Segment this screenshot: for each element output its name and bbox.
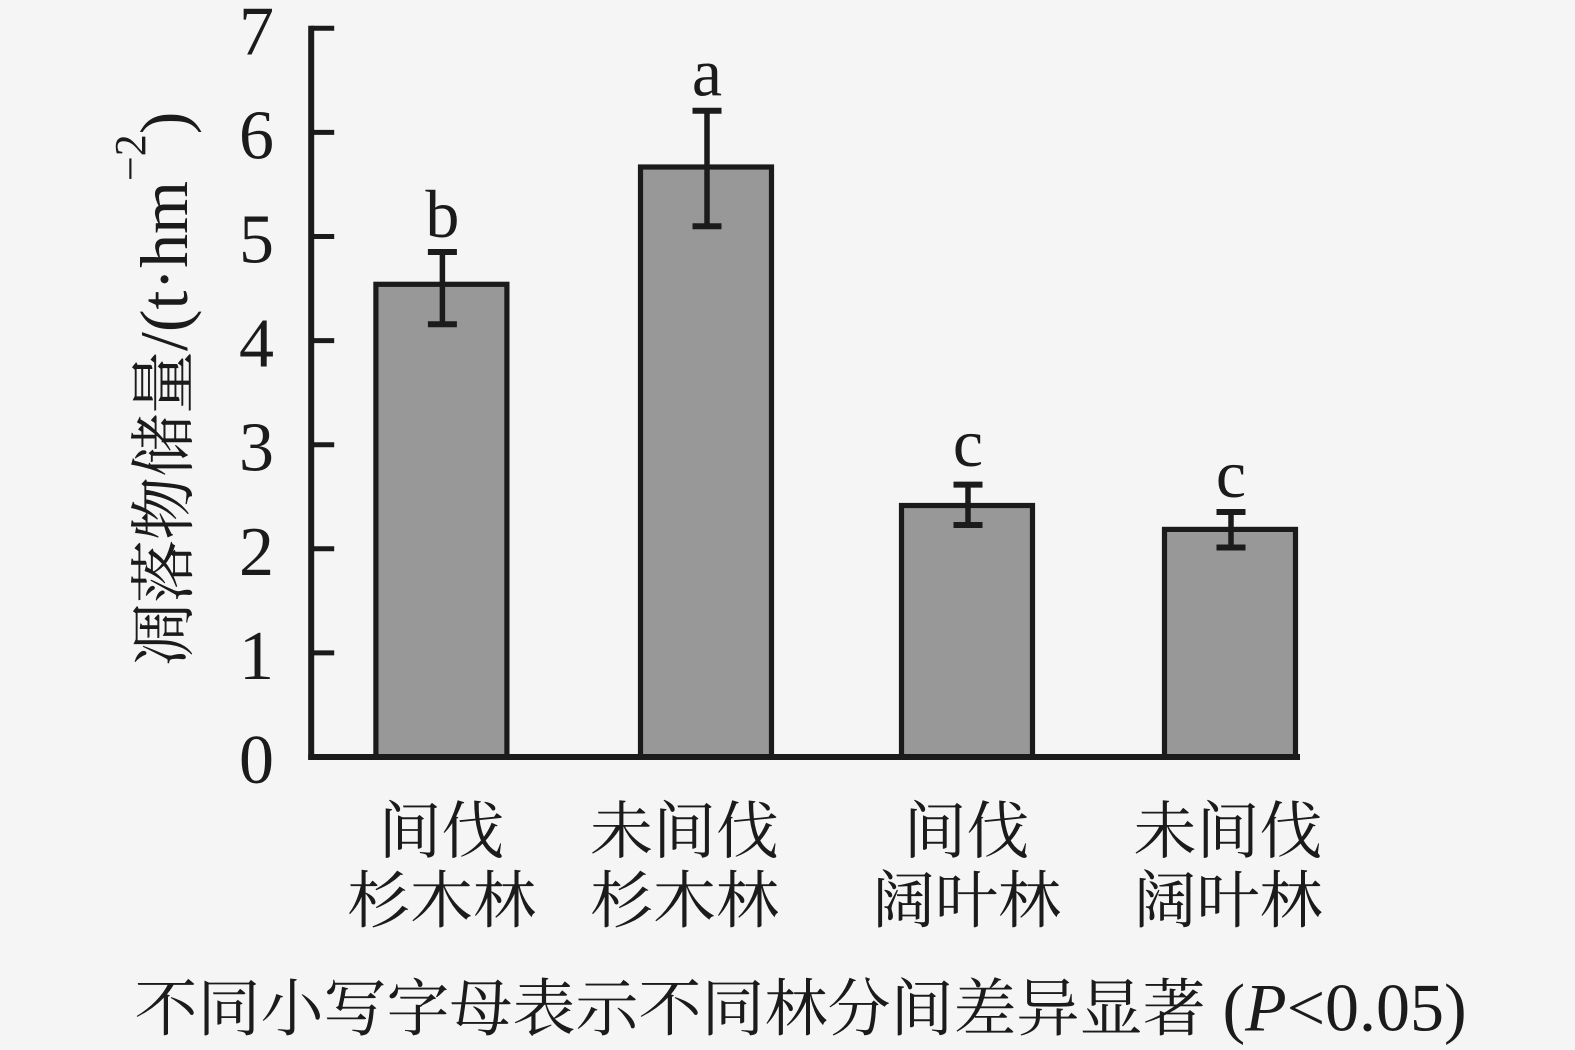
svg-text:(P<0.05): (P<0.05) bbox=[1223, 970, 1467, 1046]
svg-text:5: 5 bbox=[239, 202, 274, 279]
svg-text:c: c bbox=[953, 405, 983, 481]
svg-text:0: 0 bbox=[239, 722, 274, 799]
svg-text:7: 7 bbox=[239, 0, 274, 70]
svg-text:4: 4 bbox=[239, 306, 274, 383]
svg-text:3: 3 bbox=[239, 410, 274, 487]
svg-text:6: 6 bbox=[239, 97, 274, 174]
svg-text:b: b bbox=[425, 176, 459, 252]
svg-text:2: 2 bbox=[239, 514, 274, 591]
svg-text:c: c bbox=[1216, 436, 1246, 512]
svg-text:a: a bbox=[692, 35, 722, 111]
svg-text:1: 1 bbox=[239, 618, 274, 695]
